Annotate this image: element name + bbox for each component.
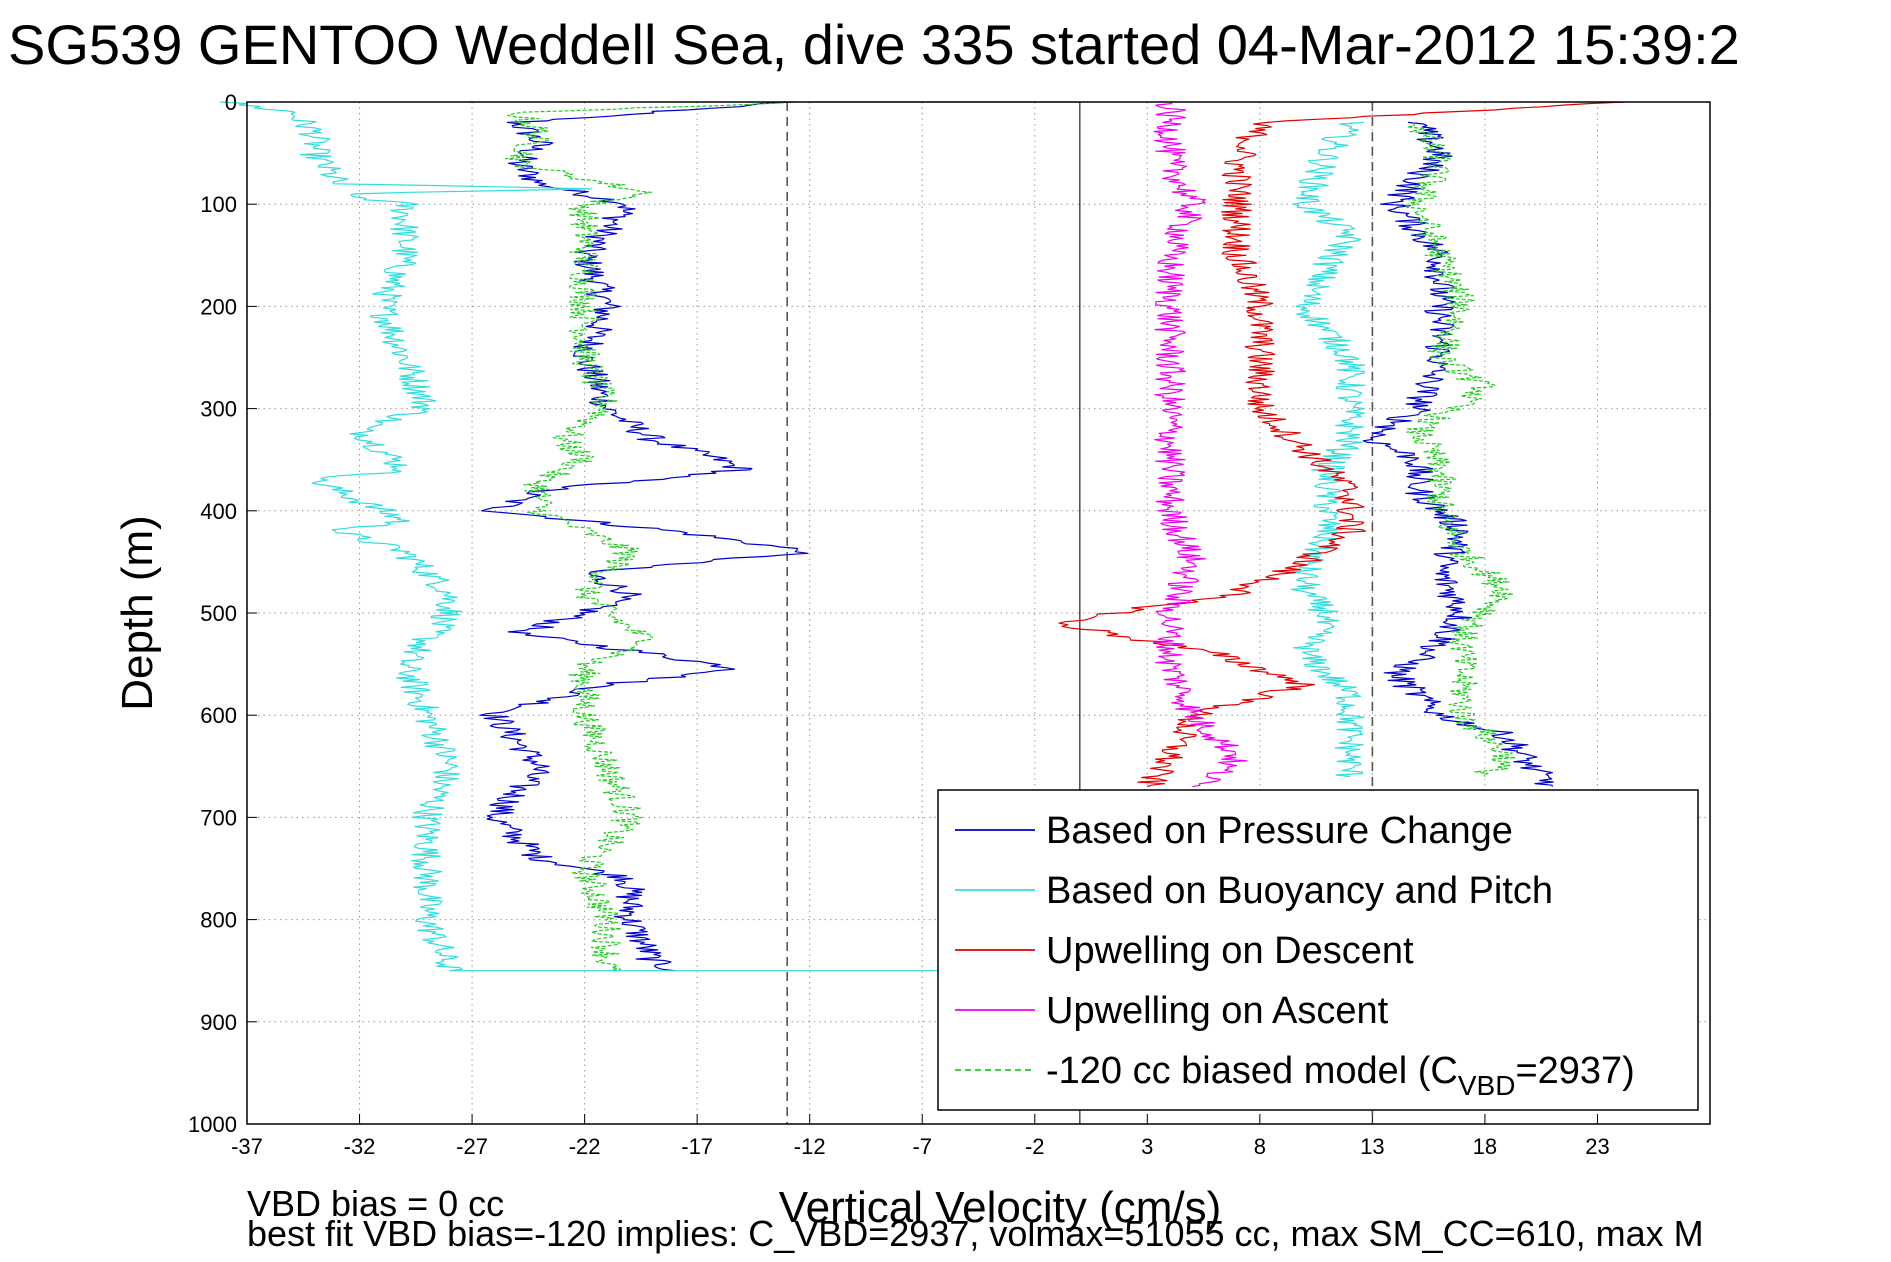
x-tick-label: -7 bbox=[912, 1134, 932, 1159]
y-tick-label: 1000 bbox=[188, 1112, 237, 1137]
x-tick-label: -22 bbox=[569, 1134, 601, 1159]
y-tick-labels: 0 100 200 300 400 500 600 700 800 900 1000 bbox=[188, 90, 237, 1137]
x-tick-label: -32 bbox=[344, 1134, 376, 1159]
series-line bbox=[1403, 122, 1517, 777]
series-line bbox=[1362, 121, 1554, 787]
footer-best-fit: best fit VBD bias=-120 implies: C_VBD=29… bbox=[247, 1213, 1704, 1254]
chart-title: SG539 GENTOO Weddell Sea, dive 335 start… bbox=[8, 13, 1740, 76]
x-tick-label: 8 bbox=[1254, 1134, 1266, 1159]
series-line bbox=[1153, 101, 1248, 788]
legend-label-part: -120 cc biased model (C bbox=[1046, 1050, 1458, 1092]
x-tick-label: -12 bbox=[794, 1134, 826, 1159]
legend-label-subscript: VBD bbox=[1458, 1070, 1516, 1101]
y-tick-label: 200 bbox=[200, 294, 237, 319]
legend-label: -120 cc biased model (CVBD=2937) bbox=[1046, 1050, 1635, 1101]
series-line bbox=[1290, 121, 1366, 778]
x-tick-label: -37 bbox=[231, 1134, 263, 1159]
y-tick-label: 400 bbox=[200, 499, 237, 524]
footer-vbd-bias: VBD bias = 0 cc bbox=[247, 1183, 504, 1224]
legend-label: Upwelling on Ascent bbox=[1046, 990, 1389, 1032]
x-tick-label: 3 bbox=[1141, 1134, 1153, 1159]
legend: Based on Pressure Change Based on Buoyanc… bbox=[937, 789, 1699, 1111]
x-tick-label: -2 bbox=[1025, 1134, 1045, 1159]
x-tick-label: 23 bbox=[1585, 1134, 1609, 1159]
x-axis-label: Vertical Velocity (cm/s) bbox=[779, 1183, 1222, 1232]
series-line bbox=[219, 101, 593, 972]
series-line bbox=[1058, 101, 1625, 788]
legend-box bbox=[937, 789, 1699, 1111]
series-line bbox=[504, 101, 797, 972]
plot-frame bbox=[246, 101, 1711, 1125]
y-tick-label: 500 bbox=[200, 601, 237, 626]
y-tick-label: 800 bbox=[200, 908, 237, 933]
y-tick-label: 300 bbox=[200, 397, 237, 422]
y-tick-label: 700 bbox=[200, 805, 237, 830]
x-tick-labels: -37 -32 -27 -22 -17 -12 -7 -2 3 8 13 18 23 bbox=[231, 1134, 1610, 1159]
x-tick-label: -17 bbox=[681, 1134, 713, 1159]
y-tick-label: 100 bbox=[200, 192, 237, 217]
y-tick-label: 600 bbox=[200, 703, 237, 728]
y-axis-label: Depth (m) bbox=[113, 515, 162, 711]
legend-label: Based on Buoyancy and Pitch bbox=[1046, 870, 1553, 912]
y-tick-label: 900 bbox=[200, 1010, 237, 1035]
y-tick-label: 0 bbox=[225, 90, 237, 115]
x-tick-label: 13 bbox=[1360, 1134, 1384, 1159]
legend-label-part: =2937) bbox=[1515, 1050, 1634, 1092]
x-tick-label: -27 bbox=[456, 1134, 488, 1159]
legend-label: Upwelling on Descent bbox=[1046, 930, 1414, 972]
series-line bbox=[479, 101, 809, 972]
legend-label: Based on Pressure Change bbox=[1046, 810, 1513, 852]
x-tick-label: 18 bbox=[1473, 1134, 1497, 1159]
